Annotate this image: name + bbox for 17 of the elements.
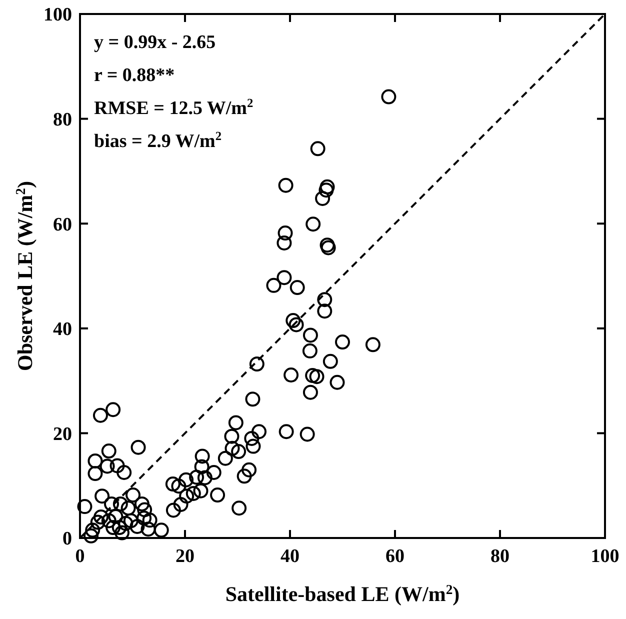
x-tick-label: 100 — [590, 546, 620, 567]
x-tick-label: 60 — [386, 546, 404, 567]
y-tick-label: 80 — [53, 109, 72, 130]
annotation: r = 0.88** — [94, 65, 175, 86]
y-tick-label: 100 — [44, 4, 72, 26]
y-tick-label: 0 — [62, 528, 72, 550]
x-tick-label: 40 — [280, 546, 300, 567]
annotation: bias = 2.9 W/m$^{2}$ — [94, 129, 222, 152]
y-tick-label: 40 — [53, 319, 72, 340]
y-tick-label: 60 — [53, 214, 72, 236]
x-tick-label: 20 — [176, 546, 194, 567]
annotation: y = 0.99x - 2.65 — [94, 32, 216, 53]
y-tick-label: 20 — [53, 424, 72, 445]
annotation: RMSE = 12.5 W/m$^{2}$ — [94, 96, 254, 119]
x-tick-label: 80 — [490, 546, 510, 567]
x-tick-label: 0 — [75, 546, 85, 567]
x-axis-title: Satellite-based LE (W/m$^{2}$) — [225, 582, 460, 606]
